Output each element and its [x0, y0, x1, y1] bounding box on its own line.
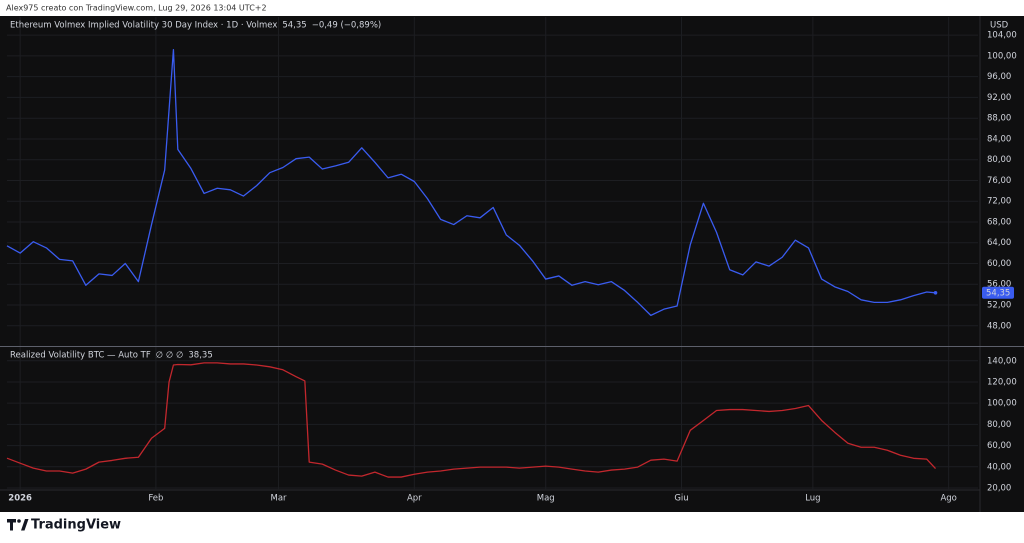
x-tick-label: 2026	[8, 494, 32, 504]
x-tick-label: Feb	[148, 494, 163, 504]
x-tick-label: Ago	[940, 494, 956, 504]
x-tick-label: Mar	[271, 494, 288, 504]
series-line	[6, 49, 936, 317]
credit: Alex975 creato con TradingView.com, Lug …	[6, 4, 267, 13]
y-tick-label: 120,00	[987, 377, 1017, 387]
y-tick-label: 96,00	[987, 72, 1011, 82]
pane: 48,00 52,00 56,00 60,00 64,00 68,00 72,00 76,00…	[6, 17, 1017, 346]
y-tick-label: 56,00	[987, 280, 1011, 290]
y-tick-label: 88,00	[987, 114, 1011, 124]
chart-background	[0, 16, 1024, 512]
y-tick-label: 80,00	[987, 155, 1011, 165]
y-tick-label: 100,00	[987, 51, 1017, 61]
last-point	[933, 291, 938, 295]
y-tick-label: 48,00	[987, 321, 1011, 331]
y-tick-label: 84,00	[987, 134, 1011, 144]
y-tick-label: 100,00	[987, 399, 1017, 409]
y-tick-label: 20,00	[987, 483, 1011, 493]
y-tick-label: 64,00	[987, 238, 1011, 248]
currency: USD	[990, 21, 1009, 31]
logo-icon	[21, 519, 29, 531]
y-tick-label: 68,00	[987, 217, 1011, 227]
y-tick-label: 104,00	[987, 31, 1017, 41]
legend-label: Realized Volatility BTC — Auto TF	[10, 351, 151, 361]
logo	[7, 519, 29, 531]
y-tick-label: 140,00	[987, 356, 1017, 366]
y-tick-label: 60,00	[987, 441, 1011, 451]
x-tick-label: Mag	[537, 494, 555, 504]
y-tick-label: 92,00	[987, 93, 1011, 103]
y-tick-label: 80,00	[987, 420, 1011, 430]
y-tick-label: 40,00	[987, 462, 1011, 472]
last-value-label: 54,35	[986, 288, 1010, 298]
last-value-badge	[982, 286, 1014, 299]
legend-change: −0,49 (−0,89%)	[312, 21, 382, 31]
x-tick-label: Giu	[674, 494, 688, 504]
y-tick-label: 60,00	[987, 259, 1011, 269]
legend-params: ∅ ∅ ∅	[156, 351, 184, 361]
brand: TradingView	[31, 518, 121, 533]
legend-value: 54,35	[282, 21, 306, 31]
logo-icon	[17, 519, 21, 523]
logo-icon	[7, 519, 16, 531]
legend-value: 38,35	[188, 351, 212, 361]
x-tick-label: Apr	[407, 494, 422, 504]
series-line	[6, 362, 936, 478]
y-tick-label: 52,00	[987, 301, 1011, 311]
pane: 20,00 40,00 60,00 80,00 100,00 120,00 140,00 Re…	[6, 347, 1017, 504]
x-tick-label: Lug	[805, 494, 820, 504]
y-tick-label: 72,00	[987, 197, 1011, 207]
legend-label: Ethereum Volmex Implied Volatility 30 Da…	[10, 21, 277, 31]
y-tick-label: 76,00	[987, 176, 1011, 186]
